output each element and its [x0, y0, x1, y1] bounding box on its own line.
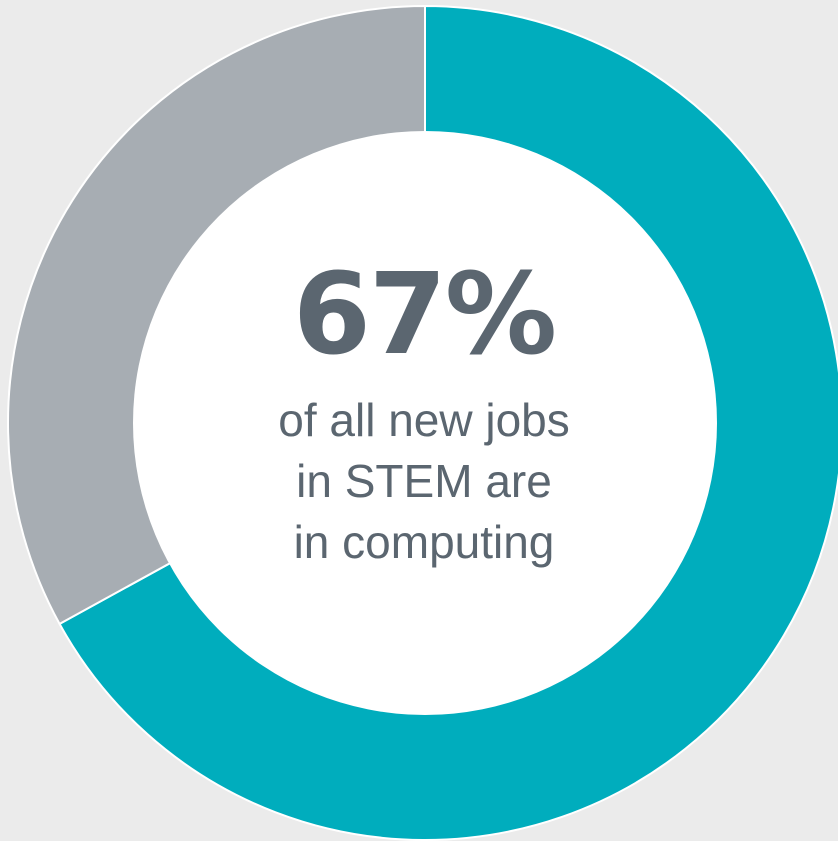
donut-hole: [133, 131, 717, 715]
caption-line-2: in STEM are: [296, 455, 552, 507]
caption-line-3: in computing: [293, 516, 555, 568]
percentage-value: 67%: [292, 250, 557, 380]
caption-line-1: of all new jobs: [278, 394, 570, 446]
center-label: 67% of all new jobs in STEM are in compu…: [169, 240, 679, 573]
